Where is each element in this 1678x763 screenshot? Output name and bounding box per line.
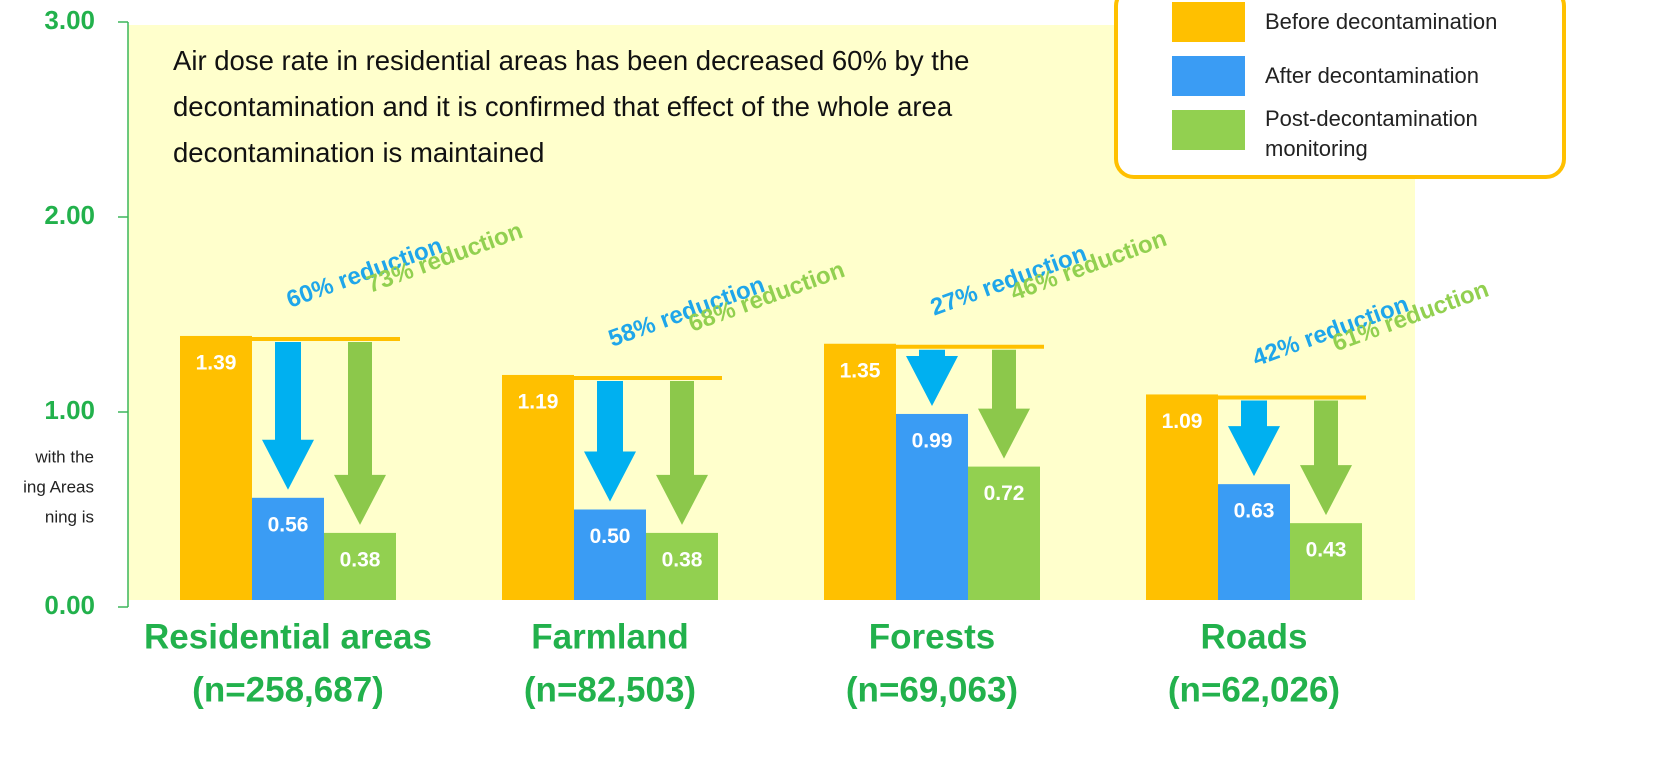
- bar: [1146, 394, 1218, 600]
- value-label: 1.09: [1162, 410, 1203, 433]
- y-tick-label: 0.00: [44, 590, 95, 620]
- bar: [968, 466, 1040, 600]
- bar: [1218, 484, 1290, 600]
- side-note: ing Areas: [23, 477, 94, 496]
- bar: [180, 335, 252, 600]
- legend-label-box: After decontamination: [1265, 63, 1480, 88]
- x-tick-label: Forests: [869, 617, 995, 656]
- value-label: 1.35: [840, 359, 881, 382]
- legend-swatch: [1172, 56, 1245, 96]
- legend-label: After decontamination: [1265, 63, 1480, 88]
- value-label: 0.38: [662, 548, 703, 571]
- arrow: [334, 341, 386, 525]
- legend-label-box: Before decontamination: [1265, 9, 1498, 34]
- value-label: 0.50: [590, 525, 631, 548]
- y-tick-label: 3.00: [44, 5, 95, 35]
- value-label: 0.99: [912, 429, 953, 452]
- value-label: 1.19: [518, 390, 559, 413]
- x-tick-note: (n=69,063): [846, 670, 1018, 709]
- arrow: [1228, 400, 1280, 477]
- annotation: Air dose rate in residential areas has b…: [173, 45, 970, 168]
- value-label: 0.63: [1234, 500, 1275, 523]
- legend-swatch: [1172, 2, 1245, 42]
- arrow: [978, 349, 1030, 459]
- bar: [324, 532, 396, 600]
- bar: [1290, 523, 1362, 600]
- y-tick-label: 1.00: [44, 395, 95, 425]
- legend-label: Before decontamination: [1265, 9, 1498, 34]
- x-tick-label: Residential areas: [144, 617, 432, 656]
- bar: [502, 374, 574, 600]
- x-tick-label: Roads: [1201, 617, 1308, 656]
- value-label: 0.38: [340, 548, 381, 571]
- bar: [896, 413, 968, 600]
- arrow: [906, 349, 958, 406]
- bar: [574, 509, 646, 600]
- legend-swatch: [1172, 110, 1245, 150]
- value-label: 0.43: [1306, 539, 1347, 562]
- bar: [824, 343, 896, 600]
- x-tick-note: (n=82,503): [524, 670, 696, 709]
- y-tick-label: 2.00: [44, 200, 95, 230]
- arrow: [1300, 400, 1352, 516]
- arrow: [656, 380, 708, 525]
- value-label: 0.72: [984, 482, 1025, 505]
- bar: [252, 497, 324, 600]
- bar: [646, 532, 718, 600]
- value-label: 0.56: [268, 513, 309, 536]
- arrow: [262, 341, 314, 490]
- value-label: 1.39: [196, 351, 237, 374]
- x-tick-note: (n=62,026): [1168, 670, 1340, 709]
- side-note: with the: [34, 447, 94, 466]
- arrow: [584, 380, 636, 502]
- legend-label: Post-decontamination monitoring: [1265, 106, 1478, 161]
- side-note: ning is: [45, 507, 94, 526]
- x-tick-note: (n=258,687): [192, 670, 384, 709]
- legend-label-box: Post-decontamination monitoring: [1265, 106, 1478, 161]
- x-tick-label: Farmland: [531, 617, 689, 656]
- annotation-box: Air dose rate in residential areas has b…: [173, 45, 970, 168]
